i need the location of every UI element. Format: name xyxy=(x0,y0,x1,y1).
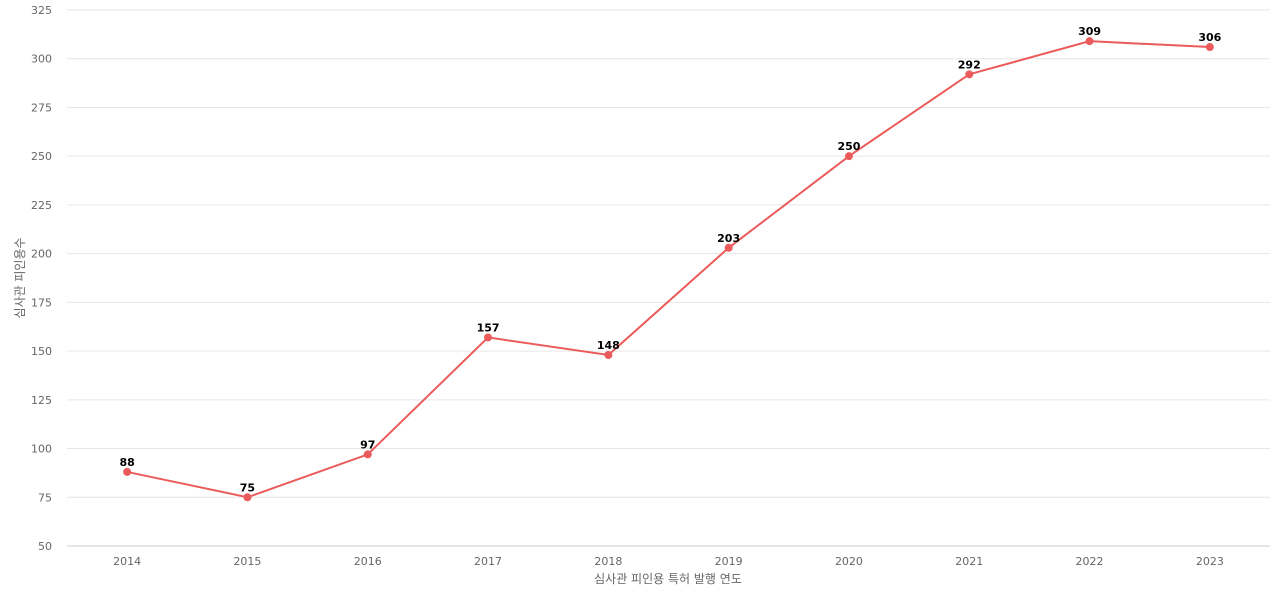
series-line xyxy=(126,40,1210,499)
data-point xyxy=(604,350,613,359)
x-tick-label: 2023 xyxy=(1196,555,1224,568)
y-tick-label: 275 xyxy=(31,101,52,114)
data-point xyxy=(965,70,974,79)
y-tick-label: 200 xyxy=(31,248,52,261)
y-tick-label: 250 xyxy=(31,150,52,163)
data-label: 292 xyxy=(958,58,981,71)
series-group xyxy=(123,37,1214,502)
y-tick-label: 300 xyxy=(31,53,52,66)
x-axis-ticks: 2014 2015 2016 2017 2018 2019 2020 2021 2022 2023 xyxy=(113,555,1224,568)
data-label: 309 xyxy=(1078,25,1101,38)
grid-lines xyxy=(67,9,1270,547)
data-label: 250 xyxy=(837,140,860,153)
data-point xyxy=(844,152,853,161)
x-tick-label: 2016 xyxy=(354,555,382,568)
data-point xyxy=(243,493,252,502)
data-label: 97 xyxy=(360,438,375,451)
data-labels: 88 75 97 157 148 203 250 292 309 306 xyxy=(119,25,1221,494)
data-point xyxy=(724,243,733,252)
y-tick-label: 50 xyxy=(38,540,52,553)
data-point xyxy=(363,450,372,459)
data-point xyxy=(1205,43,1214,52)
y-tick-label: 150 xyxy=(31,345,52,358)
x-tick-label: 2020 xyxy=(835,555,863,568)
data-label: 75 xyxy=(240,481,255,494)
y-tick-label: 125 xyxy=(31,394,52,407)
data-point xyxy=(1085,37,1094,46)
x-axis-title: 심사관 피인용 특허 발행 연도 xyxy=(594,571,742,586)
x-tick-label: 2022 xyxy=(1076,555,1104,568)
x-tick-label: 2019 xyxy=(715,555,743,568)
data-label: 306 xyxy=(1198,31,1221,44)
data-point xyxy=(484,333,493,342)
y-axis-title: 심사관 피인용수 xyxy=(13,237,27,318)
data-point xyxy=(123,467,132,476)
x-tick-label: 2015 xyxy=(233,555,261,568)
x-tick-label: 2014 xyxy=(113,555,141,568)
y-tick-label: 75 xyxy=(38,491,52,504)
y-tick-label: 175 xyxy=(31,296,52,309)
data-label: 88 xyxy=(119,456,134,469)
x-tick-label: 2021 xyxy=(955,555,983,568)
x-tick-label: 2017 xyxy=(474,555,502,568)
y-tick-label: 100 xyxy=(31,443,52,456)
x-tick-label: 2018 xyxy=(594,555,622,568)
data-label: 157 xyxy=(477,321,500,334)
data-label: 203 xyxy=(717,232,740,245)
y-axis-ticks: 50 75 100 125 150 175 200 225 250 275 300 325 xyxy=(31,4,52,553)
y-tick-label: 325 xyxy=(31,4,52,17)
data-label: 148 xyxy=(597,339,620,352)
y-tick-label: 225 xyxy=(31,199,52,212)
